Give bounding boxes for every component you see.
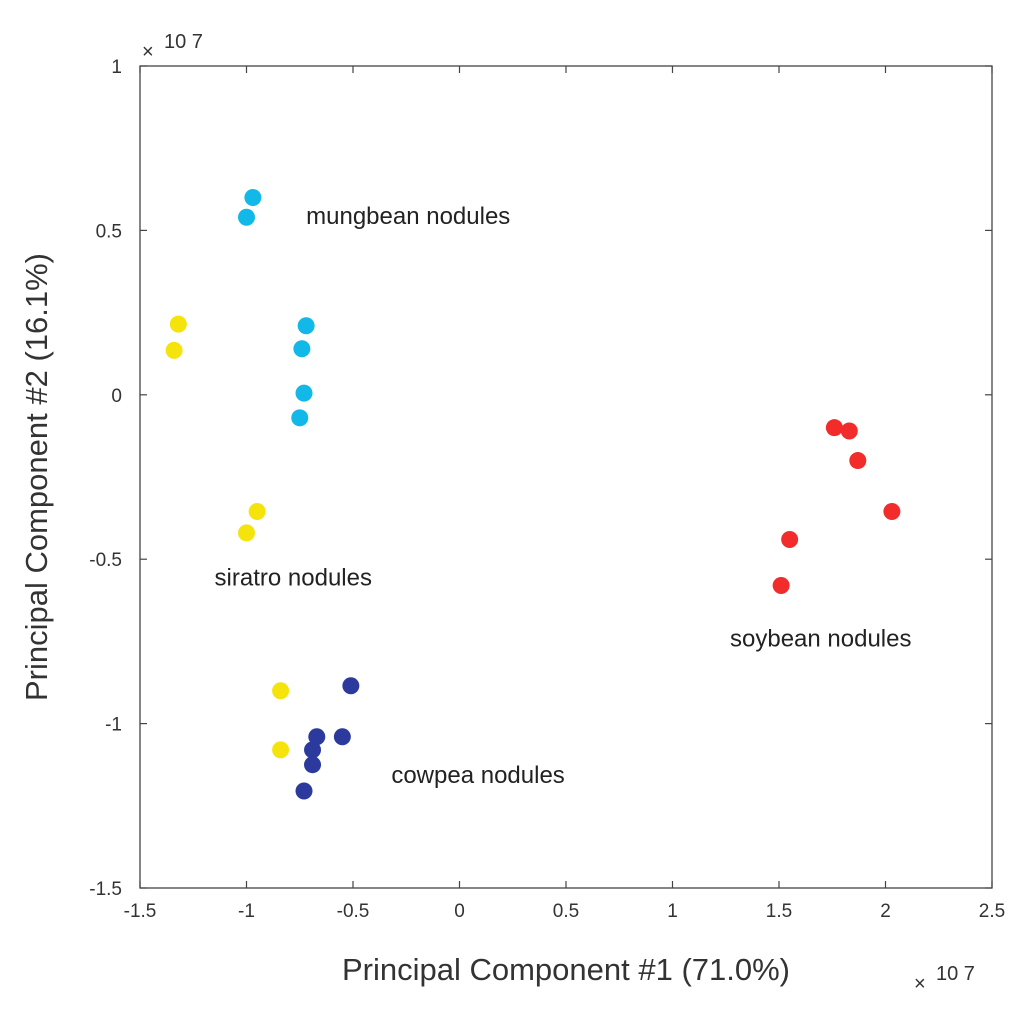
scatter-point	[272, 741, 290, 759]
y-exponent-times-icon: ×	[142, 41, 154, 63]
y-tick-label: -1.5	[89, 879, 122, 900]
x-tick-label: 0	[454, 901, 465, 922]
cluster-label: cowpea nodules	[391, 762, 564, 789]
scatter-point	[342, 677, 360, 695]
x-exponent-text: 10 7	[936, 963, 975, 985]
plot-area-frame	[139, 65, 993, 889]
scatter-point	[295, 384, 313, 402]
x-tick-label: 0.5	[553, 901, 579, 922]
scatter-point	[295, 782, 313, 800]
scatter-point	[304, 756, 322, 774]
scatter-point	[297, 317, 315, 335]
scatter-point	[293, 340, 311, 358]
scatter-point	[165, 341, 183, 359]
x-tick-label: -0.5	[337, 901, 370, 922]
scatter-point	[840, 422, 858, 440]
scatter-point	[883, 503, 901, 521]
x-axis-title: Principal Component #1 (71.0%)	[342, 952, 790, 987]
y-tick-label: -0.5	[89, 550, 122, 571]
scatter-point	[238, 208, 255, 226]
x-exponent-label: × 10 7	[914, 963, 975, 995]
y-axis-title: Principal Component #2 (16.1%)	[19, 253, 54, 701]
scatter-point	[272, 682, 290, 700]
y-tick-label: -1	[105, 715, 122, 736]
tick-marks	[139, 65, 993, 889]
cluster-label: mungbean nodules	[306, 203, 510, 230]
scatter-points	[165, 189, 901, 800]
scatter-point	[304, 741, 322, 759]
cluster-annotations: mungbean nodules siratro nodules soybean n…	[215, 203, 912, 789]
x-tick-label: 1.5	[766, 901, 792, 922]
scatter-point	[248, 503, 266, 521]
scatter-point	[781, 530, 799, 548]
cluster-label: soybean nodules	[730, 625, 911, 652]
y-tick-labels: -1.5 -1 -0.5 0 0.5 1	[89, 57, 122, 900]
scatter-point	[291, 409, 309, 427]
x-exponent-times-icon: ×	[914, 973, 926, 995]
x-tick-label: 2	[880, 901, 891, 922]
scatter-point	[244, 189, 262, 207]
y-exponent-label: × 10 7	[142, 31, 203, 63]
cluster-label: siratro nodules	[215, 565, 372, 592]
scatter-point	[825, 419, 843, 437]
scatter-point	[333, 728, 351, 746]
x-tick-label: 1	[667, 901, 678, 922]
scatter-point	[849, 452, 867, 470]
x-tick-label: -1	[238, 901, 255, 922]
y-exponent-text: 10 7	[164, 31, 203, 53]
y-tick-label: 0	[111, 386, 122, 407]
scatter-point	[772, 577, 790, 595]
y-tick-label: 1	[111, 57, 122, 78]
y-tick-label: 0.5	[96, 221, 122, 242]
scatter-point	[169, 315, 187, 333]
scatter-point	[308, 728, 326, 746]
x-tick-labels: -1.5 -1 -0.5 0 0.5 1 1.5 2 2.5	[124, 901, 1006, 922]
scatter-point	[238, 524, 255, 542]
x-tick-label: -1.5	[124, 901, 157, 922]
x-tick-label: 2.5	[979, 901, 1005, 922]
